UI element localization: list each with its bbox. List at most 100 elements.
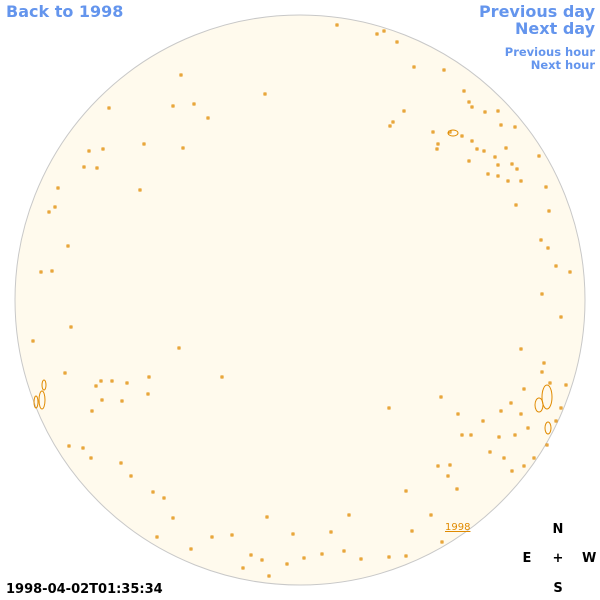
contour-loop (534, 397, 544, 413)
contour-speck (162, 496, 166, 500)
contour-speck (502, 456, 506, 460)
contour-speck (129, 474, 133, 478)
previous-hour-link[interactable]: Previous hour (504, 45, 595, 59)
contour-speck (151, 490, 155, 494)
contour-speck (554, 419, 558, 423)
contour-speck (496, 163, 500, 167)
contour-speck (455, 487, 459, 491)
contour-speck (467, 100, 471, 104)
contour-speck (564, 383, 568, 387)
contour-speck (382, 29, 386, 33)
magnetogram-contours (31, 23, 572, 578)
contour-speck (488, 450, 492, 454)
contour-speck (467, 159, 471, 163)
contour-speck (448, 463, 452, 467)
contour-speck (483, 110, 487, 114)
contour-speck (460, 433, 464, 437)
contour-speck (67, 444, 71, 448)
contour-speck (147, 375, 151, 379)
contour-speck (110, 379, 114, 383)
contour-speck (302, 556, 306, 560)
contour-speck (509, 401, 513, 405)
contour-speck (375, 32, 379, 36)
contour-speck (460, 134, 464, 138)
contour-speck (439, 395, 443, 399)
contour-speck (522, 387, 526, 391)
contour-speck (548, 381, 552, 385)
contour-speck (107, 106, 111, 110)
contour-speck (429, 513, 433, 517)
contour-speck (440, 540, 444, 544)
contour-speck (171, 516, 175, 520)
contour-speck (544, 185, 548, 189)
contour-speck (260, 558, 264, 562)
contour-speck (513, 433, 517, 437)
contour-speck (230, 533, 234, 537)
contour-speck (155, 535, 159, 539)
contour-speck (192, 102, 196, 106)
contour-speck (87, 149, 91, 153)
next-day-link[interactable]: Next day (515, 19, 595, 38)
contour-speck (547, 209, 551, 213)
next-hour-link[interactable]: Next hour (530, 58, 595, 72)
contour-speck (138, 188, 142, 192)
contour-speck (497, 435, 501, 439)
contour-speck (146, 392, 150, 396)
contour-speck (559, 406, 563, 410)
contour-speck (94, 384, 98, 388)
contour-speck (519, 412, 523, 416)
contour-speck (391, 120, 395, 124)
contour-loop (541, 384, 553, 410)
contour-speck (519, 347, 523, 351)
contour-speck (359, 557, 363, 561)
contour-speck (82, 165, 86, 169)
back-to-year-link[interactable]: Back to 1998 (6, 2, 124, 21)
contour-speck (263, 92, 267, 96)
contour-speck (568, 270, 572, 274)
contour-speck (514, 203, 518, 207)
contour-speck (249, 553, 253, 557)
contour-speck (446, 474, 450, 478)
contour-speck (220, 375, 224, 379)
contour-speck (546, 246, 550, 250)
contour-speck (542, 361, 546, 365)
contour-speck (81, 446, 85, 450)
contour-speck (347, 513, 351, 517)
contour-speck (177, 346, 181, 350)
contour-speck (537, 154, 541, 158)
contour-speck (404, 554, 408, 558)
contour-speck (291, 532, 295, 536)
contour-speck (436, 464, 440, 468)
contour-speck (50, 269, 54, 273)
compass-west: W (582, 551, 597, 566)
contour-speck (39, 270, 43, 274)
contour-speck (63, 371, 67, 375)
contour-speck (387, 406, 391, 410)
contour-speck (431, 130, 435, 134)
year-marker-link[interactable]: 1998 (445, 522, 471, 533)
contour-speck (482, 149, 486, 153)
contour-speck (510, 162, 514, 166)
contour-speck (496, 174, 500, 178)
contour-speck (481, 419, 485, 423)
contour-speck (486, 172, 490, 176)
contour-speck (241, 566, 245, 570)
previous-day-link[interactable]: Previous day (478, 2, 595, 21)
contour-speck (402, 109, 406, 113)
contour-loop (41, 379, 47, 391)
contour-speck (504, 146, 508, 150)
contour-speck (456, 412, 460, 416)
compass-south: S (553, 581, 563, 596)
contour-speck (540, 292, 544, 296)
contour-speck (499, 409, 503, 413)
contour-speck (285, 562, 289, 566)
contour-speck (142, 142, 146, 146)
contour-speck (388, 124, 392, 128)
contour-speck (89, 456, 93, 460)
contour-loop (38, 390, 46, 410)
contour-speck (95, 166, 99, 170)
contour-speck (526, 426, 530, 430)
contour-speck (53, 205, 57, 209)
contour-speck (522, 464, 526, 468)
